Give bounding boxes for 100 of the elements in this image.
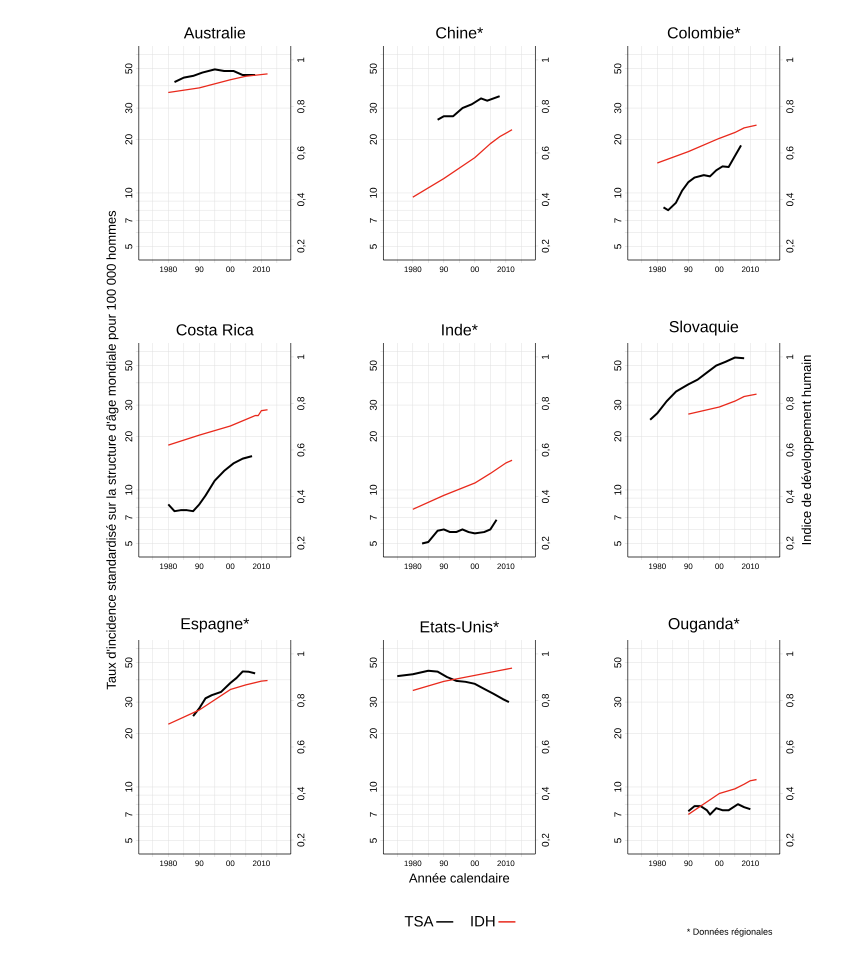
y2-tick-label: 0,6 [297, 443, 306, 457]
y-tick-label: 5 [370, 838, 377, 843]
legend-label: TSA [404, 916, 434, 927]
y2-tick-label: 0,8 [786, 100, 795, 114]
y-tick-label: 5 [125, 838, 132, 843]
y-tick-label: 5 [614, 541, 622, 546]
y-tick-label: 10 [125, 188, 132, 198]
y-tick-label: 20 [125, 431, 132, 442]
line-series [662, 144, 742, 212]
y-tick-label: 20 [614, 728, 622, 738]
y-tick-label: 20 [614, 134, 622, 144]
line-series [688, 394, 758, 415]
line-series [412, 667, 513, 692]
y2-tick-label: 1 [542, 58, 549, 62]
y-tick-label: 7 [126, 218, 132, 223]
y2-tick-label: 0,8 [297, 100, 306, 114]
y2-tick-label: 0,4 [786, 192, 795, 206]
y2-tick-label: 1 [786, 652, 794, 656]
y-tick-label: 5 [370, 244, 377, 249]
y-tick-label: 10 [614, 188, 622, 198]
legend-label: IDH [471, 916, 495, 926]
text: * Données régionales [687, 928, 772, 937]
line-series [168, 73, 268, 94]
y-tick-label: 50 [614, 360, 622, 371]
y2-tick-label: 0,8 [297, 396, 306, 410]
y2-tick-label: 1 [786, 58, 794, 62]
y2-tick-label: 0,6 [542, 146, 550, 160]
y2-tick-label: 0,6 [786, 146, 795, 160]
y-tick-label: 5 [125, 244, 132, 249]
y-tick-label: 7 [126, 515, 132, 520]
y2-tick-label: 0,6 [297, 740, 306, 754]
y-tick-label: 10 [370, 188, 377, 198]
y-tick-label: 5 [370, 541, 377, 546]
y2-tick-label: 0,2 [297, 536, 306, 550]
y2-tick-label: 0,8 [297, 694, 306, 708]
y2-tick-label: 0,8 [786, 694, 795, 708]
y2-tick-label: 1 [542, 354, 549, 359]
y2-tick-label: 1 [297, 652, 304, 656]
y2-tick-label: 0,8 [542, 100, 550, 114]
y2-tick-label: 0,6 [542, 443, 550, 457]
y2-tick-label: 0,6 [542, 740, 550, 754]
y-tick-label: 30 [614, 696, 622, 708]
y-tick-label: 50 [370, 360, 377, 371]
y2-tick-label: 0,2 [542, 834, 550, 847]
y-tick-label: 10 [125, 782, 132, 792]
y-tick-label: 7 [614, 812, 622, 817]
y-tick-label: 30 [370, 400, 377, 410]
y-tick-label: 30 [614, 400, 622, 410]
y2-tick-label: 0,2 [786, 536, 795, 550]
line-series [412, 129, 513, 198]
y2-tick-label: 0,2 [542, 240, 550, 253]
y-tick-label: 20 [370, 728, 377, 738]
line-series [436, 95, 501, 121]
y-tick-label: 5 [125, 541, 132, 546]
y-tick-label: 5 [614, 244, 622, 249]
y2-tick-label: 1 [542, 652, 549, 656]
line-series [688, 778, 758, 816]
chart-title: Ouganda* [668, 618, 740, 632]
line-series [687, 803, 752, 816]
y-axis-title: Taux d'incidence standardisé sur la structure d'âge mondiale pour 100 000 hommes [106, 210, 119, 690]
line-series [168, 680, 268, 725]
chart-title: Inde* [442, 324, 478, 336]
y-tick-label: 50 [370, 657, 377, 668]
y-tick-label: 7 [370, 218, 377, 223]
line-series [421, 518, 498, 545]
y2-tick-label: 0,4 [542, 192, 550, 206]
y2-tick-label: 0,4 [786, 490, 795, 504]
line-series [649, 356, 746, 421]
chart-title: Australie [184, 26, 246, 38]
y-tick-label: 10 [370, 484, 377, 495]
y-tick-label: 7 [614, 218, 622, 223]
y-tick-label: 20 [370, 431, 377, 442]
line-series [174, 68, 256, 84]
y-tick-label: 7 [614, 515, 622, 520]
y2-tick-label: 0,2 [297, 834, 306, 847]
y-tick-label: 30 [370, 696, 377, 708]
y-tick-label: 5 [614, 838, 622, 843]
line-series [656, 124, 758, 164]
y2-tick-label: 0,4 [297, 786, 306, 800]
y-tick-label: 7 [370, 515, 377, 520]
y2-tick-label: 0,4 [542, 786, 550, 800]
y2-tick-label: 0,2 [786, 240, 795, 253]
y2-tick-label: 1 [786, 354, 794, 359]
y2-axis-title: Indice de développement humain [802, 355, 814, 544]
line-series [167, 455, 254, 512]
y-tick-label: 7 [370, 812, 377, 817]
y-tick-label: 20 [614, 431, 622, 442]
y-tick-label: 7 [126, 812, 132, 817]
y-tick-label: 30 [370, 102, 377, 114]
y2-tick-label: 0,6 [786, 740, 795, 754]
y2-tick-label: 1 [297, 58, 304, 62]
y-tick-label: 50 [125, 63, 132, 74]
y2-tick-label: 0,2 [786, 834, 795, 847]
chart-title: Slovaquie [670, 320, 738, 336]
y-tick-label: 30 [125, 102, 132, 114]
y-tick-label: 20 [125, 728, 132, 738]
chart-title: Etats-Unis* [420, 620, 500, 632]
line-series [192, 670, 256, 718]
y-tick-label: 50 [125, 657, 132, 668]
y-tick-label: 50 [125, 360, 132, 371]
